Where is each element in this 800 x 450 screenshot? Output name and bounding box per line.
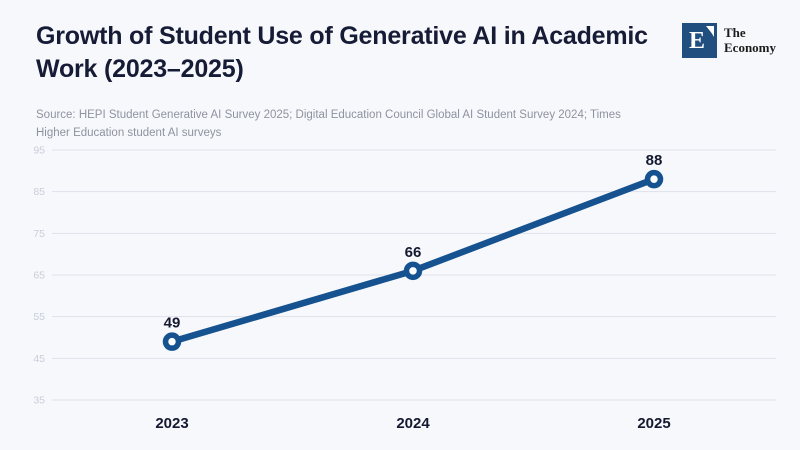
brand-letter: E [688, 27, 705, 54]
brand-name: The Economy [724, 24, 776, 55]
page-title: Growth of Student Use of Generative AI i… [36, 22, 648, 83]
y-tick-label: 95 [33, 145, 45, 157]
value-label: 66 [405, 244, 422, 261]
value-label: 88 [646, 152, 663, 169]
value-label: 49 [164, 315, 181, 332]
x-tick-label: 2025 [637, 415, 670, 432]
y-tick-label: 45 [33, 353, 45, 365]
brand-logo: E The Economy [682, 23, 776, 58]
x-tick-label: 2024 [396, 415, 430, 432]
brand-name-line1: The [724, 24, 746, 40]
brand-mark: E [682, 23, 717, 58]
data-point-marker [403, 261, 423, 281]
y-tick-label: 35 [33, 395, 45, 407]
y-tick-label: 55 [33, 311, 45, 323]
brand-notch-icon [706, 26, 714, 37]
x-tick-label: 2023 [155, 415, 188, 432]
brand-name-line2: Economy [724, 39, 776, 55]
y-tick-label: 75 [33, 228, 45, 240]
y-tick-label: 65 [33, 270, 45, 282]
line-chart: 35 45 55 65 75 85 95 49 66 88 2023 2024 2025 [33, 145, 776, 432]
y-tick-label: 85 [33, 186, 45, 198]
data-point-marker [644, 169, 664, 189]
data-point-marker [162, 332, 182, 351]
source-note: Source: HEPI Student Generative AI Surve… [36, 109, 621, 139]
